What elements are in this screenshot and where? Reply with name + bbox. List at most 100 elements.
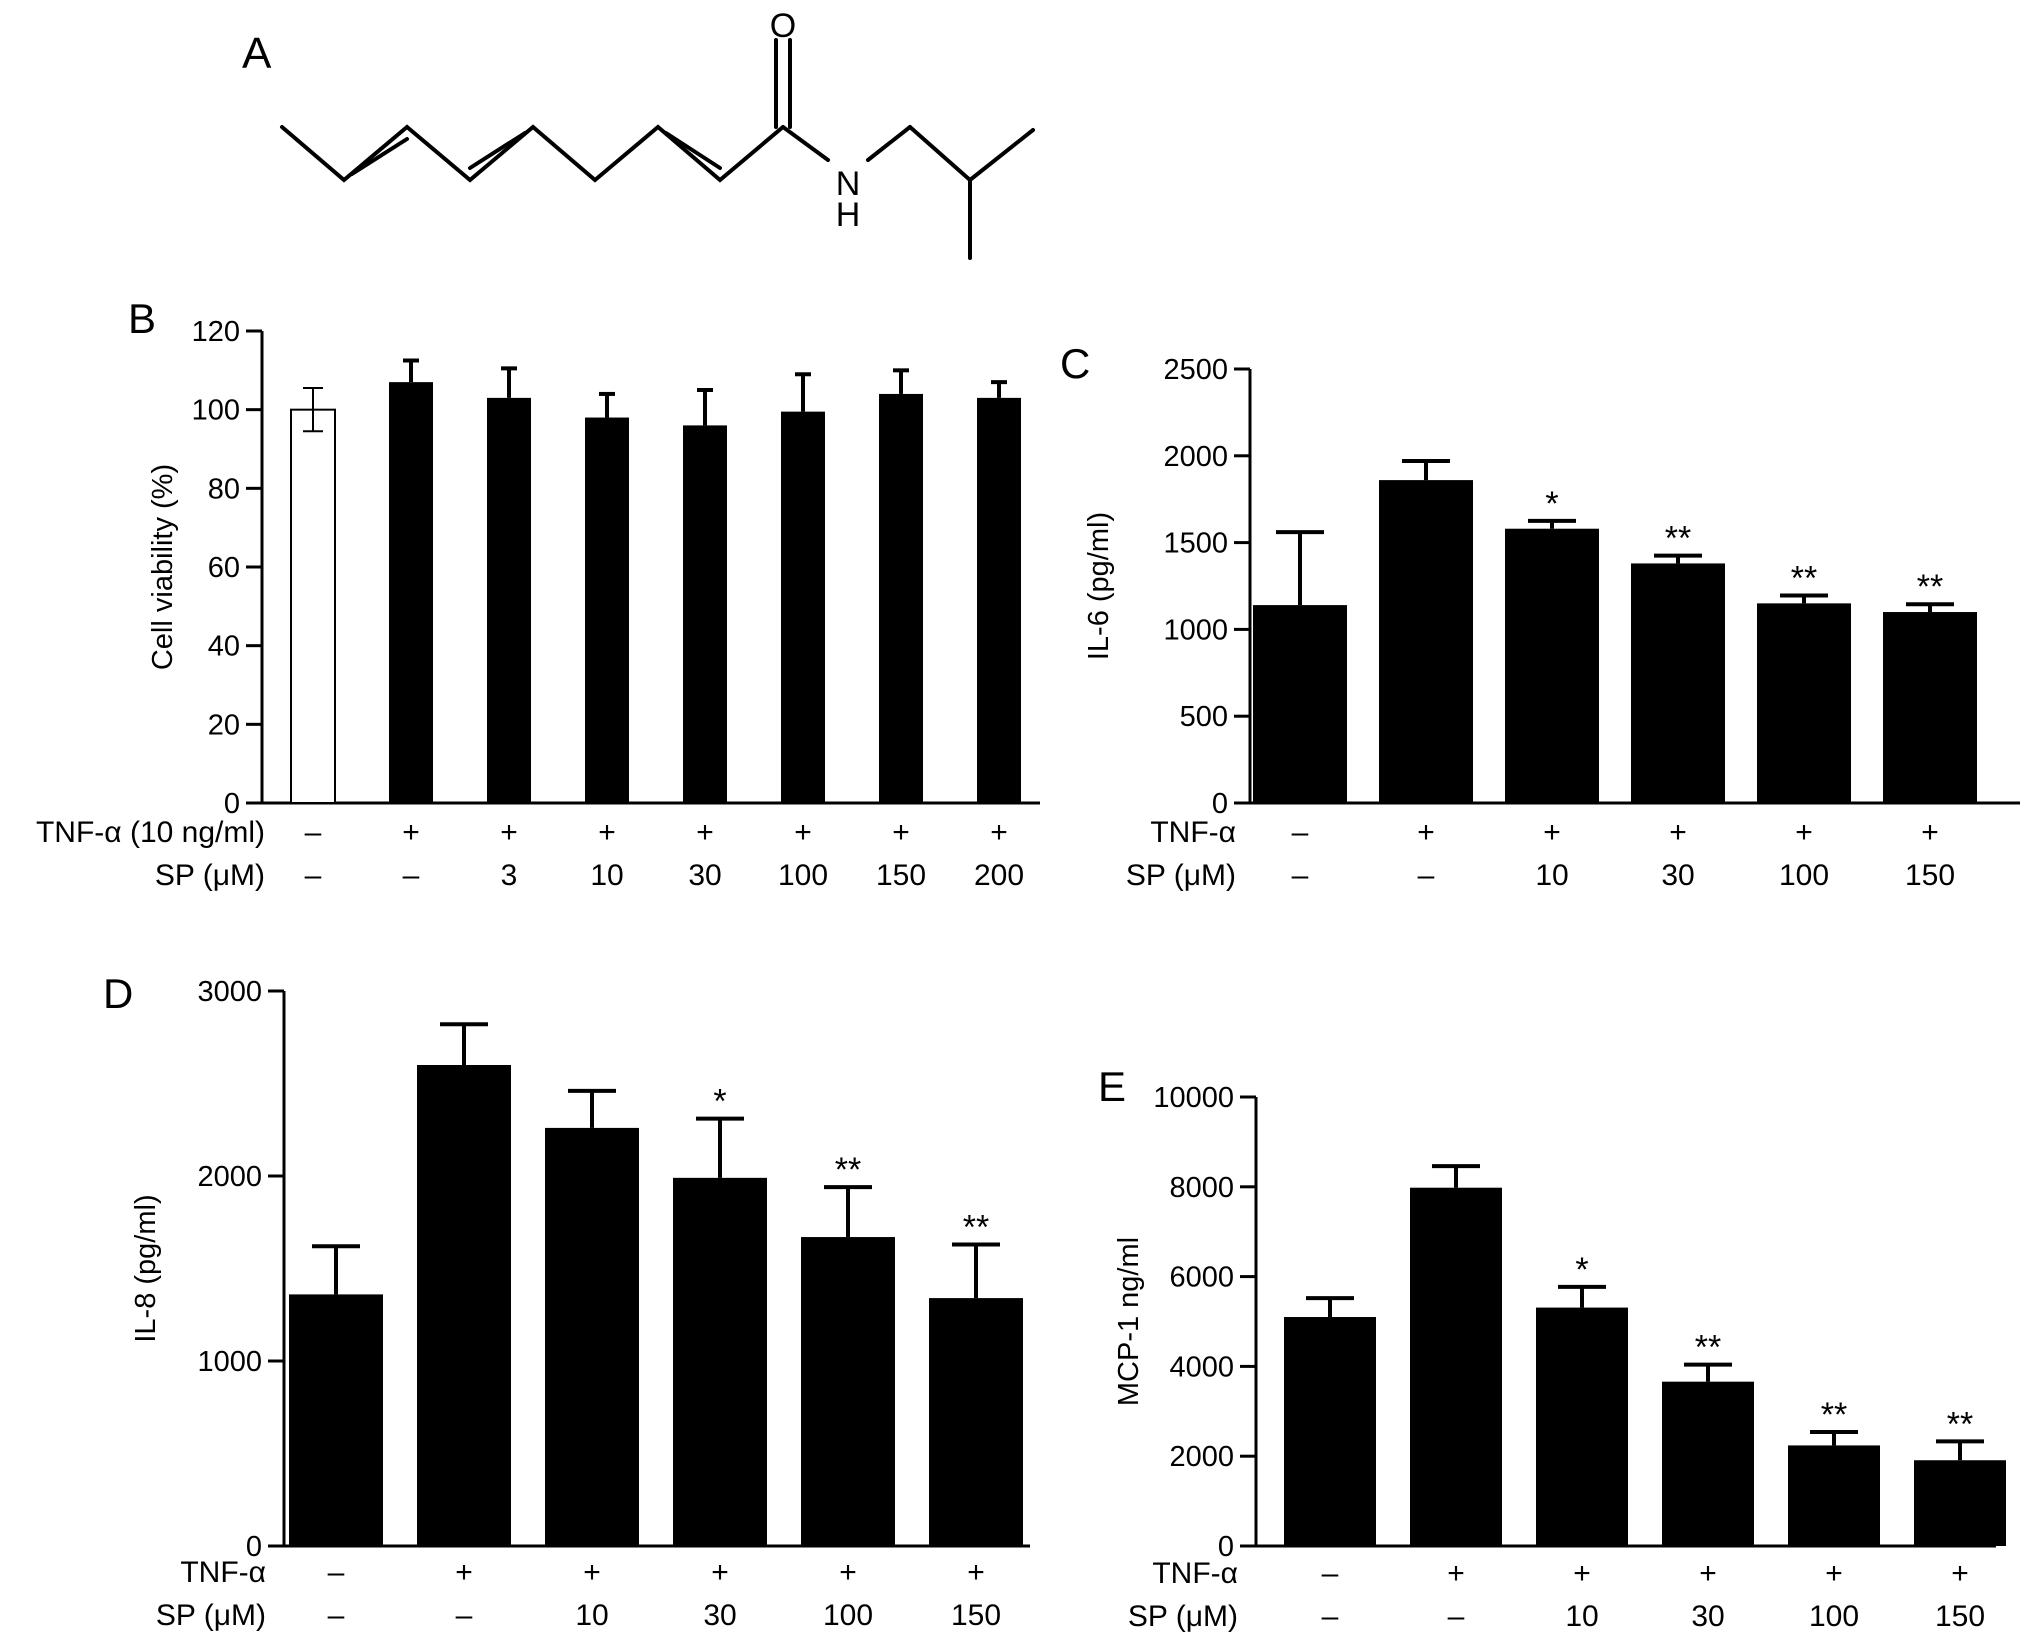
panel-label-b: B — [128, 295, 156, 342]
treatment-value: – — [403, 859, 420, 892]
bar — [879, 393, 923, 803]
treatment-value: + — [711, 1556, 729, 1589]
treatment-value: + — [990, 816, 1008, 849]
treatment-value: 10 — [590, 859, 623, 892]
bar — [1631, 563, 1725, 803]
treatment-value: + — [1573, 1557, 1591, 1590]
y-tick-label: 2000 — [1163, 441, 1228, 473]
oxygen-atom-label: O — [770, 7, 796, 45]
bar — [683, 425, 727, 803]
treatment-value: 30 — [703, 1599, 736, 1632]
bar — [801, 1237, 895, 1546]
treatment-value: – — [456, 1599, 473, 1632]
significance-marker: ** — [1665, 520, 1691, 558]
treatment-row-label: SP (μM) — [156, 1599, 266, 1632]
treatment-value: – — [1418, 859, 1435, 892]
y-tick-label: 40 — [208, 631, 240, 663]
y-tick-label: 1000 — [197, 1346, 262, 1378]
treatment-value: 10 — [1565, 1600, 1598, 1633]
molecule-structure — [280, 38, 1035, 260]
bar — [1662, 1381, 1754, 1546]
panel-label-c: C — [1060, 340, 1090, 387]
treatment-value: 150 — [876, 859, 926, 892]
panel-label-e: E — [1098, 1063, 1126, 1110]
y-tick-label: 1000 — [1163, 614, 1228, 646]
treatment-value: – — [1322, 1557, 1339, 1590]
significance-marker: ** — [1821, 1396, 1847, 1434]
treatment-value: + — [1825, 1557, 1843, 1590]
bar — [673, 1177, 767, 1546]
bar — [1883, 612, 1977, 803]
treatment-value: + — [1669, 816, 1687, 849]
treatment-value: – — [305, 859, 322, 892]
panel-label-a: A — [242, 29, 272, 78]
panel-a: A O N H — [242, 7, 1035, 260]
treatment-value: + — [1921, 816, 1939, 849]
treatment-value: 100 — [823, 1599, 873, 1632]
bar — [585, 417, 629, 803]
y-axis-title: Cell viability (%) — [147, 464, 179, 670]
y-tick-label: 8000 — [1169, 1172, 1234, 1204]
treatment-value: – — [1322, 1600, 1339, 1633]
treatment-value: + — [1699, 1557, 1717, 1590]
hydrogen-atom-label: H — [836, 196, 861, 234]
bar — [1505, 528, 1599, 803]
y-tick-label: 2500 — [1163, 354, 1228, 386]
treatment-value: + — [794, 816, 812, 849]
treatment-value: + — [1417, 816, 1435, 849]
treatment-value: 10 — [575, 1599, 608, 1632]
treatment-value: + — [583, 1556, 601, 1589]
bar — [781, 411, 825, 803]
bar — [417, 1065, 511, 1546]
treatment-value: + — [1447, 1557, 1465, 1590]
treatment-row-label: TNF-α — [180, 1556, 266, 1589]
y-tick-label: 20 — [208, 709, 240, 741]
significance-marker: * — [713, 1083, 726, 1121]
treatment-value: 150 — [951, 1599, 1001, 1632]
treatment-value: – — [328, 1599, 345, 1632]
y-tick-label: 6000 — [1169, 1262, 1234, 1294]
panel-label-d: D — [103, 970, 133, 1017]
bar — [1914, 1460, 2006, 1546]
nitrogen-atom-label: N — [836, 165, 861, 203]
treatment-value: 10 — [1535, 859, 1568, 892]
significance-marker: ** — [1791, 560, 1817, 598]
significance-marker: ** — [1695, 1329, 1721, 1367]
y-tick-label: 2000 — [1169, 1441, 1234, 1473]
bar — [545, 1127, 639, 1546]
treatment-value: 150 — [1935, 1600, 1985, 1633]
treatment-row-label: TNF-α — [1152, 1557, 1238, 1590]
panel-b-cell-viability-chart: B 0 20 40 60 80 100 120 Cell viability (%) TNF-α … — [36, 295, 1040, 892]
significance-marker: ** — [835, 1151, 861, 1189]
bar — [1284, 1317, 1376, 1546]
significance-marker: ** — [963, 1208, 989, 1246]
y-tick-label: 3000 — [197, 976, 262, 1008]
bar — [487, 397, 531, 803]
treatment-row-label: SP (μM) — [155, 859, 265, 892]
treatment-row-label: TNF-α (10 ng/ml) — [36, 816, 265, 849]
y-tick-label: 500 — [1180, 701, 1228, 733]
bar — [977, 397, 1021, 803]
treatment-value: – — [1292, 859, 1309, 892]
treatment-value: + — [892, 816, 910, 849]
bar — [1788, 1445, 1880, 1546]
y-tick-label: 80 — [208, 473, 240, 505]
y-tick-label: 1500 — [1163, 528, 1228, 560]
treatment-value: + — [1951, 1557, 1969, 1590]
treatment-value: – — [1448, 1600, 1465, 1633]
y-tick-label: 0 — [1218, 1531, 1234, 1563]
treatment-value: 200 — [974, 859, 1024, 892]
treatment-value: 100 — [1809, 1600, 1859, 1633]
y-tick-label: 60 — [208, 552, 240, 584]
treatment-value: 30 — [1661, 859, 1694, 892]
treatment-value: 150 — [1905, 859, 1955, 892]
treatment-value: + — [967, 1556, 985, 1589]
treatment-value: + — [598, 816, 616, 849]
y-tick-label: 120 — [192, 316, 240, 348]
treatment-value: 30 — [1691, 1600, 1724, 1633]
significance-marker: * — [1545, 485, 1558, 523]
treatment-value: 30 — [688, 859, 721, 892]
treatment-value: 100 — [1779, 859, 1829, 892]
